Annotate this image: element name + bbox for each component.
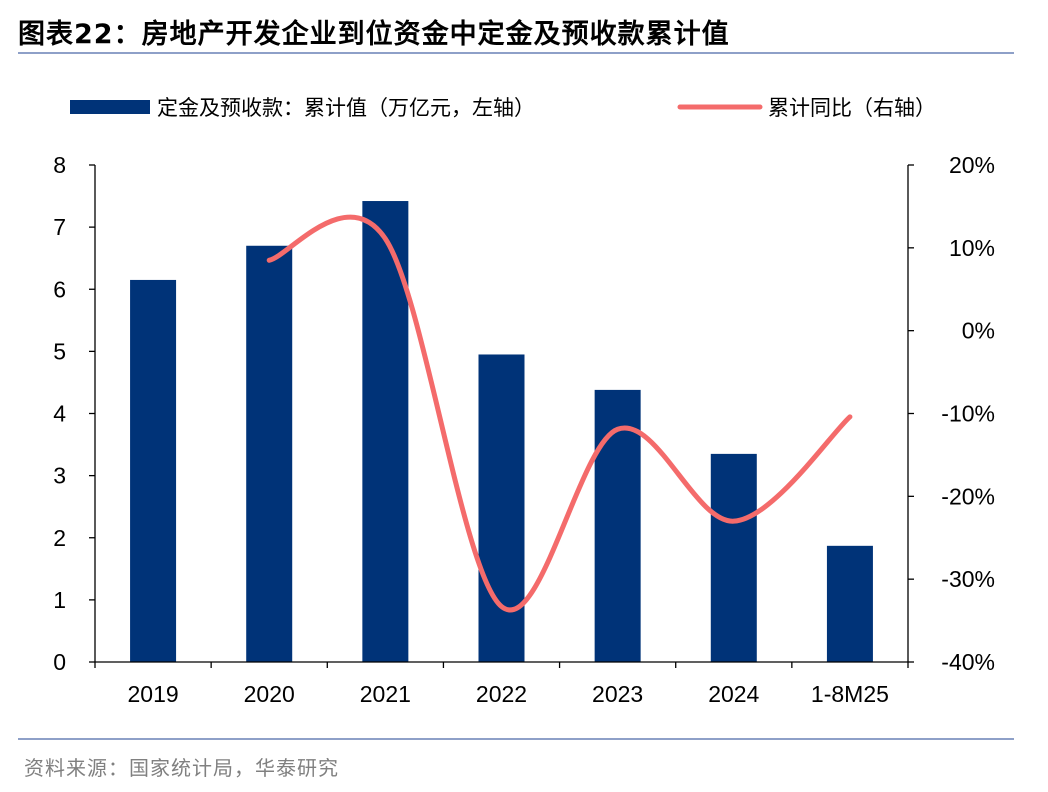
right-tick-label: 20%: [949, 152, 995, 178]
x-tick-label: 2023: [592, 681, 643, 707]
axes: 0 1 2 3 4 5 6 7 8 -40% -30% -20% -10% 0% 10% 20% 2019 202…: [53, 152, 995, 707]
right-tick-label: 10%: [949, 235, 995, 261]
left-tick-label: 6: [53, 276, 66, 302]
bar-2023: [594, 389, 641, 662]
left-tick-label: 4: [53, 401, 66, 427]
yoy-line: [266, 214, 853, 613]
bar-2020: [246, 245, 293, 662]
legend: 定金及预收款：累计值（万亿元，左轴） 累计同比（右轴）: [70, 97, 936, 120]
left-tick-label: 1: [53, 587, 66, 613]
page-title: 图表22：房地产开发企业到位资金中定金及预收款累计值: [18, 19, 730, 50]
bar-2024: [710, 453, 757, 662]
left-tick-label: 3: [53, 463, 66, 489]
legend-line-label: 累计同比（右轴）: [768, 97, 936, 120]
bar-2022: [478, 354, 525, 662]
right-tick-label: -20%: [941, 483, 995, 509]
legend-bar-swatch: [70, 100, 150, 114]
left-tick-label: 5: [53, 338, 66, 364]
x-tick-label: 2021: [360, 681, 411, 707]
source-note: 资料来源：国家统计局，华泰研究: [24, 756, 339, 780]
right-tick-label: -10%: [941, 401, 995, 427]
bar-1-8M25: [826, 545, 873, 662]
legend-bar-label: 定金及预收款：累计值（万亿元，左轴）: [157, 97, 535, 120]
x-tick-label: 2022: [476, 681, 527, 707]
x-tick-label: 1-8M25: [811, 681, 889, 707]
right-tick-label: -30%: [941, 566, 995, 592]
x-tick-label: 2020: [244, 681, 295, 707]
chart: 定金及预收款：累计值（万亿元，左轴） 累计同比（右轴） 0 1 2 3 4 5 6 7 8 -40%…: [53, 97, 995, 707]
left-tick-label: 7: [53, 214, 66, 240]
right-tick-label: 0%: [962, 318, 995, 344]
right-tick-label: -40%: [941, 649, 995, 675]
line-series: [266, 214, 853, 613]
bar-2019: [130, 279, 177, 662]
x-tick-label: 2024: [708, 681, 759, 707]
footer-divider: [18, 738, 1014, 740]
x-tick-label: 2019: [127, 681, 178, 707]
title-divider: [18, 52, 1014, 54]
bar-series: [130, 201, 873, 662]
left-tick-label: 8: [53, 152, 66, 178]
left-tick-label: 0: [53, 649, 66, 675]
left-tick-label: 2: [53, 525, 66, 551]
